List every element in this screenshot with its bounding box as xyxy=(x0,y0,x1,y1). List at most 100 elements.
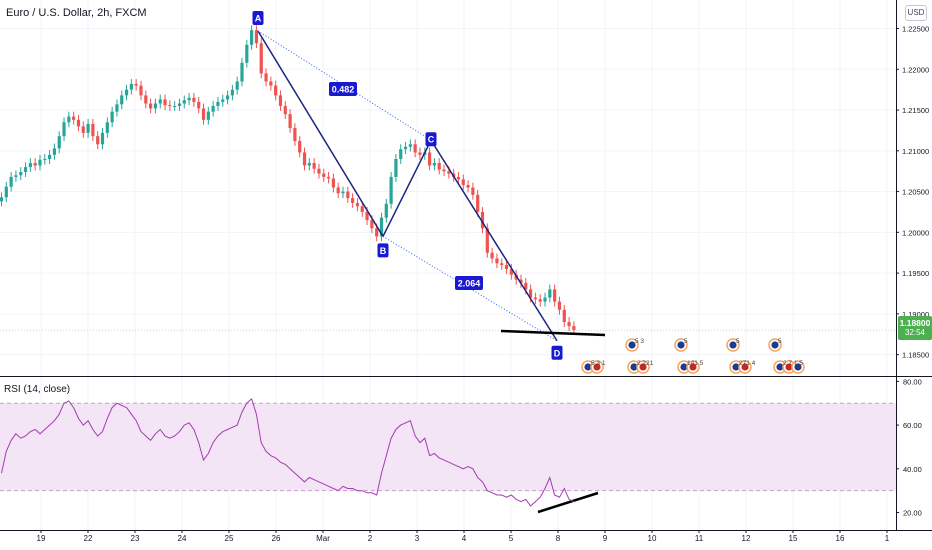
candle xyxy=(346,186,350,203)
time-axis-label: 9 xyxy=(603,534,608,543)
candle xyxy=(201,103,206,125)
flag-icon-fill xyxy=(741,363,749,371)
candle-body xyxy=(168,105,172,107)
candle xyxy=(187,92,191,106)
event-count: 5 xyxy=(736,338,740,345)
candle-body xyxy=(245,44,249,63)
pattern-point-a-bg xyxy=(252,10,264,25)
event-count: 271 4 xyxy=(739,360,756,367)
candle-body xyxy=(230,89,234,96)
ratio-ac-label: 0.482 xyxy=(332,85,355,95)
price-axis-label: 1.20500 xyxy=(902,188,929,197)
candle xyxy=(293,123,297,146)
candle xyxy=(163,94,167,111)
candle-body xyxy=(389,176,393,204)
candle xyxy=(100,127,105,150)
candle-body xyxy=(331,178,335,188)
candle-body xyxy=(52,148,57,155)
candle-body xyxy=(524,282,528,290)
candle-body xyxy=(264,73,268,82)
candle xyxy=(91,119,95,142)
candle-body xyxy=(293,127,297,142)
candle xyxy=(307,158,311,171)
candle xyxy=(173,101,177,111)
candle-body xyxy=(144,95,148,104)
candle xyxy=(72,111,76,125)
candle-body xyxy=(341,191,345,194)
candle-body xyxy=(307,163,311,166)
candle-body xyxy=(153,103,158,109)
rsi-band xyxy=(0,403,896,491)
candle-body xyxy=(259,43,263,74)
candle-body xyxy=(62,122,66,137)
pattern-point-c: C xyxy=(428,135,435,145)
candle-body xyxy=(495,258,499,264)
candle-body xyxy=(553,289,557,302)
price-axis-label: 1.22000 xyxy=(902,65,929,74)
candle xyxy=(312,158,316,174)
ratio-ac-label-bg xyxy=(329,82,357,96)
candle-body xyxy=(120,95,124,105)
candle xyxy=(331,173,335,193)
candle xyxy=(384,198,388,223)
candle-body xyxy=(201,108,206,120)
candle xyxy=(250,25,254,50)
flag-icon-fill xyxy=(593,363,601,371)
candle-body xyxy=(567,322,571,327)
candle-body xyxy=(216,101,220,106)
candle xyxy=(538,294,542,307)
candle xyxy=(351,193,355,208)
candle-body xyxy=(312,163,316,169)
currency-badge[interactable]: USD xyxy=(905,5,927,21)
candle-body xyxy=(432,163,436,166)
price-axis-label: 1.20000 xyxy=(902,228,929,237)
candle xyxy=(206,106,210,125)
event-count: 5 xyxy=(684,338,688,345)
candle xyxy=(235,76,239,95)
candle xyxy=(432,158,436,171)
candle xyxy=(471,182,475,200)
time-axis-label: 3 xyxy=(415,534,420,543)
candle xyxy=(427,147,432,171)
last-price-label: 1.18800 32:54 xyxy=(898,316,932,340)
candle-body xyxy=(529,289,533,298)
candle-body xyxy=(442,169,446,172)
candle xyxy=(379,212,384,242)
candle xyxy=(124,84,129,101)
candle-body xyxy=(399,149,403,159)
candle-body xyxy=(336,187,340,194)
candle xyxy=(153,98,158,114)
candle-body xyxy=(394,158,398,177)
candle-body xyxy=(288,114,292,128)
candle xyxy=(225,90,230,105)
time-axis-label: 25 xyxy=(225,534,234,543)
candle xyxy=(245,39,249,68)
candle xyxy=(288,109,292,133)
candle xyxy=(533,292,538,305)
candle-body xyxy=(302,152,307,166)
candle xyxy=(221,94,225,107)
candle xyxy=(278,90,283,111)
price-axis-label: 1.19000 xyxy=(902,310,929,319)
rsi-title: RSI (14, close) xyxy=(4,384,71,395)
time-axis-label: 26 xyxy=(272,534,281,543)
candle xyxy=(269,76,273,91)
candle xyxy=(230,84,234,101)
candle xyxy=(355,198,360,212)
symbol-title: Euro / U.S. Dollar, 2h, FXCM xyxy=(6,7,147,19)
time-axis-label: 19 xyxy=(37,534,46,543)
candle xyxy=(158,94,162,109)
candle-body xyxy=(413,144,417,153)
candle xyxy=(264,68,268,87)
candle xyxy=(298,136,302,158)
candle xyxy=(144,90,148,109)
candle-body xyxy=(509,269,513,275)
candle-body xyxy=(490,252,494,259)
candle-body xyxy=(9,176,13,187)
candle-body xyxy=(375,228,379,237)
candle-body xyxy=(346,191,350,199)
candle-body xyxy=(461,179,465,186)
candle-body xyxy=(548,289,552,298)
candle-body xyxy=(48,154,52,159)
